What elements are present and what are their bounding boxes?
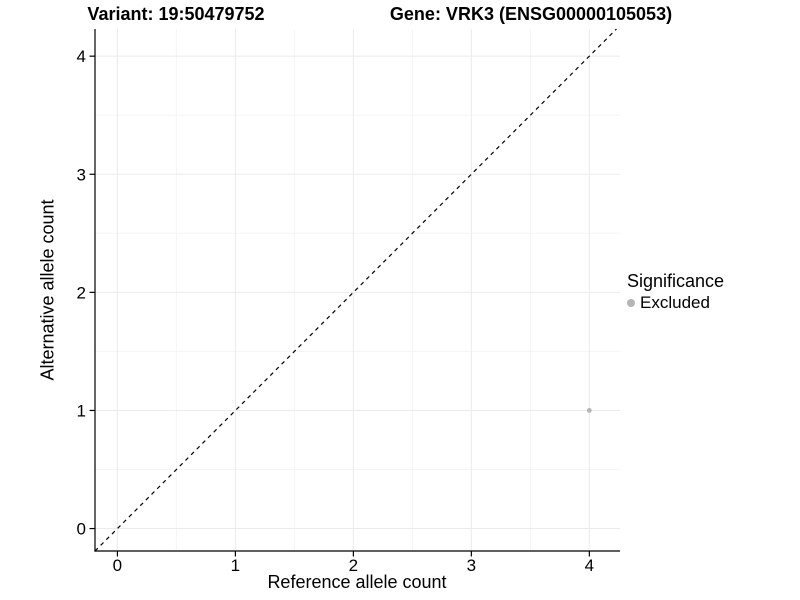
- variant-title: Variant: 19:50479752: [87, 4, 265, 24]
- gene-title: Gene: VRK3 (ENSG00000105053): [389, 4, 673, 24]
- x-tick-label: 0: [113, 556, 122, 575]
- x-tick-label: 1: [231, 556, 240, 575]
- y-tick-label: 3: [77, 165, 86, 184]
- identity-dashed-line: [94, 28, 617, 552]
- data-point: [586, 408, 592, 413]
- y-tick-label: 0: [77, 520, 86, 539]
- legend-item-excluded: Excluded: [627, 293, 724, 313]
- x-tick-label: 4: [585, 556, 594, 575]
- y-tick-label: 2: [77, 283, 86, 302]
- x-tick-label: 2: [349, 556, 358, 575]
- x-tick-label: 3: [467, 556, 476, 575]
- y-tick-label: 4: [77, 47, 86, 66]
- x-axis-title: Reference allele count: [267, 572, 447, 592]
- y-tick-label: 1: [77, 401, 86, 420]
- legend-item-label: Excluded: [640, 293, 710, 312]
- legend-point-icon: [627, 299, 635, 307]
- y-axis-title: Alternative allele count: [37, 199, 58, 381]
- legend-title: Significance: [627, 271, 725, 291]
- legend: Significance Excluded: [627, 271, 724, 313]
